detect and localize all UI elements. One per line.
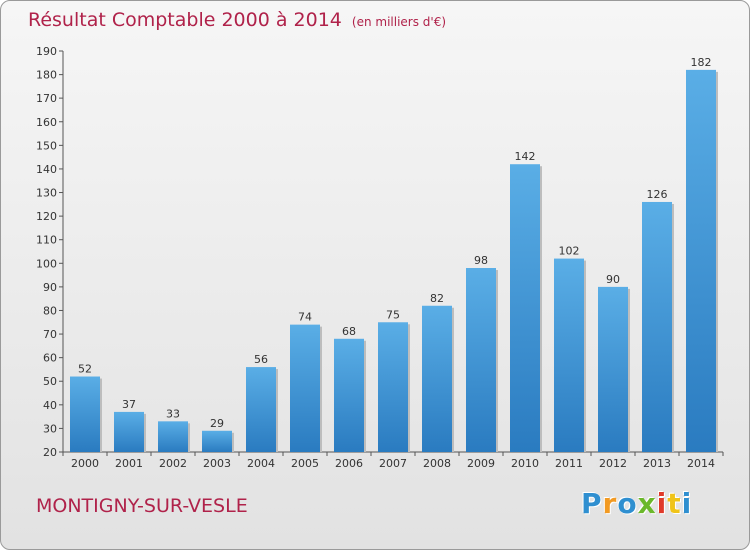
bar [598,286,628,452]
y-tick-label: 140 [36,163,57,176]
bar-value-label: 37 [122,398,136,411]
y-tick-label: 160 [36,116,57,129]
y-tick-label: 120 [36,210,57,223]
bar-value-label: 52 [78,363,92,376]
bar [642,201,672,452]
x-tick-label: 2004 [247,457,275,470]
bar-value-label: 126 [647,188,668,201]
bar-value-label: 142 [515,150,536,163]
bar-value-label: 182 [691,56,712,69]
y-tick-label: 20 [43,446,57,459]
chart-title-block: Résultat Comptable 2000 à 2014 (en millie… [28,9,446,31]
x-tick-label: 2007 [379,457,407,470]
bar-value-label: 90 [606,273,620,286]
x-tick-label: 2005 [291,457,319,470]
x-tick-label: 2012 [599,457,627,470]
bar [290,324,320,452]
bar [378,322,408,452]
x-tick-label: 2001 [115,457,143,470]
x-tick-label: 2003 [203,457,231,470]
y-tick-label: 50 [43,375,57,388]
y-tick-label: 60 [43,352,57,365]
y-axis: 20 30 40 50 60 70 80 90 100 110 120 130 140 150 160 170… [36,45,64,459]
bar [246,367,276,452]
y-tick-label: 80 [43,304,57,317]
logo-letter: i [681,487,693,520]
logo-letter: i [656,487,668,520]
bar [554,258,584,452]
bar-value-label: 74 [298,311,312,324]
chart-subtitle: (en milliers d'€) [351,15,447,29]
x-axis: 2000 2001 2002 2003 2004 2005 2006 2007 2008 2009… [62,451,724,470]
bar [686,69,716,452]
x-tick-label: 2000 [71,457,99,470]
x-tick-label: 2014 [687,457,715,470]
y-tick-label: 30 [43,422,57,435]
bar [114,411,144,452]
bar-value-label: 29 [210,417,224,430]
x-tick-label: 2002 [159,457,187,470]
x-tick-label: 2006 [335,457,363,470]
y-tick-label: 40 [43,399,57,412]
logo-letter: t [667,487,682,520]
bar [422,305,452,452]
y-tick-label: 110 [36,234,57,247]
bar [202,430,232,452]
y-tick-label: 190 [36,45,57,58]
bar-value-label: 56 [254,353,268,366]
bar [510,164,540,453]
y-tick-label: 180 [36,69,57,82]
x-tick-label: 2008 [423,457,451,470]
bar-value-label: 68 [342,325,356,338]
bar-value-label: 98 [474,254,488,267]
data-labels: 52 37 33 29 56 74 68 75 82 98 142 102 90 126 182 [78,56,712,430]
bar-value-label: 82 [430,292,444,305]
bar [334,338,364,452]
bar [466,268,496,452]
logo-letter: P [581,487,603,520]
logo-letter: x [637,487,657,520]
commune-name: MONTIGNY-SUR-VESLE [36,495,248,517]
x-tick-label: 2013 [643,457,671,470]
y-tick-label: 100 [36,257,57,270]
bar [70,376,100,452]
bar-value-label: 75 [386,308,400,321]
y-tick-label: 130 [36,187,57,200]
bars [70,69,718,453]
y-tick-label: 70 [43,328,57,341]
chart-title: Résultat Comptable 2000 à 2014 [28,9,342,31]
x-tick-label: 2009 [467,457,495,470]
y-tick-label: 150 [36,139,57,152]
bar [158,421,188,452]
x-tick-label: 2011 [555,457,583,470]
logo-letter: o [617,487,638,520]
bar-value-label: 102 [559,245,580,258]
x-tick-label: 2010 [511,457,539,470]
y-tick-label: 90 [43,281,57,294]
logo-letter: r [602,487,618,520]
bar-value-label: 33 [166,407,180,420]
y-tick-label: 170 [36,92,57,105]
proxiti-logo[interactable]: Proxiti [581,487,692,520]
